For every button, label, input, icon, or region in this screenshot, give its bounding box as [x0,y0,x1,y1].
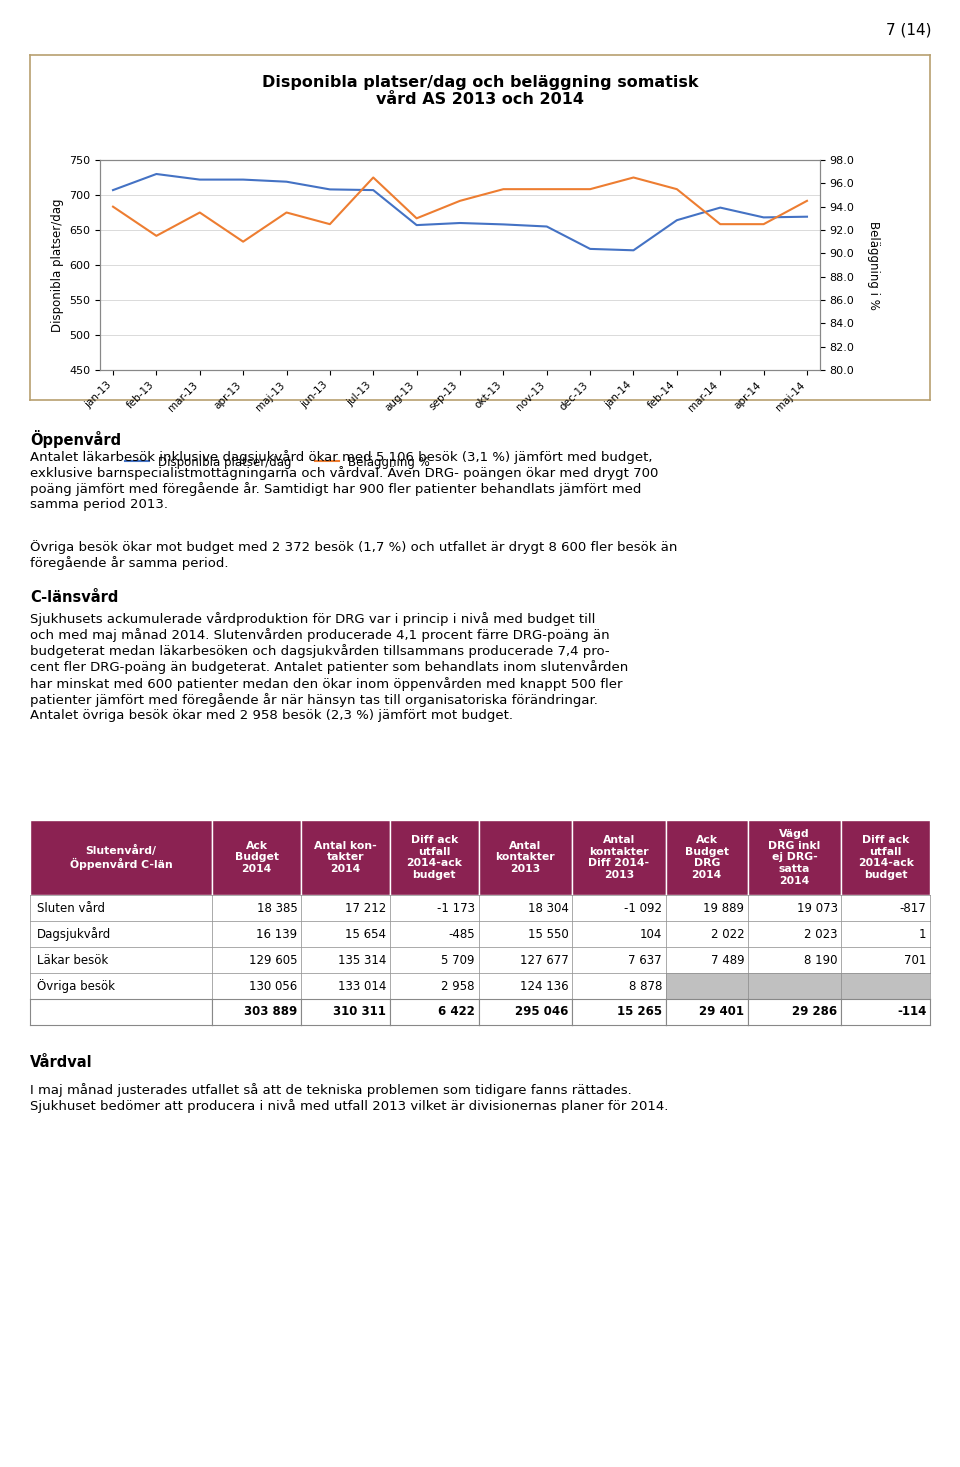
Text: 8 190: 8 190 [804,954,837,967]
Text: 2 023: 2 023 [804,927,837,940]
Text: 1: 1 [919,927,926,940]
Text: 17 212: 17 212 [345,902,386,914]
Text: -1 173: -1 173 [437,902,475,914]
Text: Öppenvård: Öppenvård [30,430,121,447]
Text: Diff ack
utfall
2014-ack
budget: Diff ack utfall 2014-ack budget [857,835,914,880]
Text: 701: 701 [904,954,926,967]
Text: 2 958: 2 958 [442,980,475,993]
Text: Ack
Budget
DRG
2014: Ack Budget DRG 2014 [684,835,729,880]
Text: Övriga besök ökar mot budget med 2 372 besök (1,7 %) och utfallet är drygt 8 600: Övriga besök ökar mot budget med 2 372 b… [30,540,678,571]
Text: 135 314: 135 314 [338,954,386,967]
Legend: Disponibla platser/dag, Beläggning %: Disponibla platser/dag, Beläggning % [120,450,435,474]
Text: 133 014: 133 014 [338,980,386,993]
Text: 6 422: 6 422 [438,1005,475,1018]
Text: Läkar besök: Läkar besök [37,954,108,967]
Text: 18 385: 18 385 [256,902,298,914]
Text: Vägd
DRG inkl
ej DRG-
satta
2014: Vägd DRG inkl ej DRG- satta 2014 [768,829,821,886]
Text: 7 637: 7 637 [629,954,662,967]
Text: Antal kon-
takter
2014: Antal kon- takter 2014 [314,841,377,874]
Text: 7 489: 7 489 [710,954,744,967]
Text: -114: -114 [897,1005,926,1018]
Text: I maj månad justerades utfallet så att de tekniska problemen som tidigare fanns : I maj månad justerades utfallet så att d… [30,1083,668,1113]
Y-axis label: Disponibla platser/dag: Disponibla platser/dag [51,198,63,332]
Text: 310 311: 310 311 [333,1005,386,1018]
Text: Antal
kontakter
2013: Antal kontakter 2013 [495,841,555,874]
Text: Slutenvård/
Öppenvård C-län: Slutenvård/ Öppenvård C-län [70,845,173,870]
Text: Diff ack
utfall
2014-ack
budget: Diff ack utfall 2014-ack budget [406,835,462,880]
Text: 303 889: 303 889 [244,1005,298,1018]
Text: 5 709: 5 709 [442,954,475,967]
Text: 295 046: 295 046 [516,1005,568,1018]
Text: 2 022: 2 022 [710,927,744,940]
Text: 18 304: 18 304 [528,902,568,914]
Text: -1 092: -1 092 [624,902,662,914]
Text: Sjukhusets ackumulerade vårdproduktion för DRG var i princip i nivå med budget t: Sjukhusets ackumulerade vårdproduktion f… [30,612,628,722]
Text: 15 654: 15 654 [346,927,386,940]
Text: 19 889: 19 889 [704,902,744,914]
Text: 127 677: 127 677 [519,954,568,967]
Text: Antalet läkarbesök inklusive dagsjukvård ökar med 5 106 besök (3,1 %) jämfört me: Antalet läkarbesök inklusive dagsjukvård… [30,450,659,512]
Text: Dagsjukvård: Dagsjukvård [37,927,111,940]
Text: 19 073: 19 073 [797,902,837,914]
Text: -485: -485 [448,927,475,940]
Text: Övriga besök: Övriga besök [37,978,115,993]
Text: 129 605: 129 605 [249,954,298,967]
Text: 15 550: 15 550 [528,927,568,940]
Text: Vårdval: Vårdval [30,1055,92,1069]
Text: 8 878: 8 878 [629,980,662,993]
Text: Sluten vård: Sluten vård [37,902,106,914]
Text: 130 056: 130 056 [250,980,298,993]
Text: 124 136: 124 136 [519,980,568,993]
Y-axis label: Beläggning i %: Beläggning i % [867,220,879,310]
Text: 29 286: 29 286 [792,1005,837,1018]
Text: 7 (14): 7 (14) [886,22,931,37]
Text: 15 265: 15 265 [617,1005,662,1018]
Text: 29 401: 29 401 [700,1005,744,1018]
Text: 104: 104 [639,927,662,940]
Text: -817: -817 [900,902,926,914]
Text: C-länsvård: C-länsvård [30,590,118,604]
Text: Ack
Budget
2014: Ack Budget 2014 [235,841,278,874]
Text: Disponibla platser/dag och beläggning somatisk
vård AS 2013 och 2014: Disponibla platser/dag och beläggning so… [262,75,698,107]
Text: Antal
kontakter
Diff 2014-
2013: Antal kontakter Diff 2014- 2013 [588,835,650,880]
Text: 16 139: 16 139 [256,927,298,940]
